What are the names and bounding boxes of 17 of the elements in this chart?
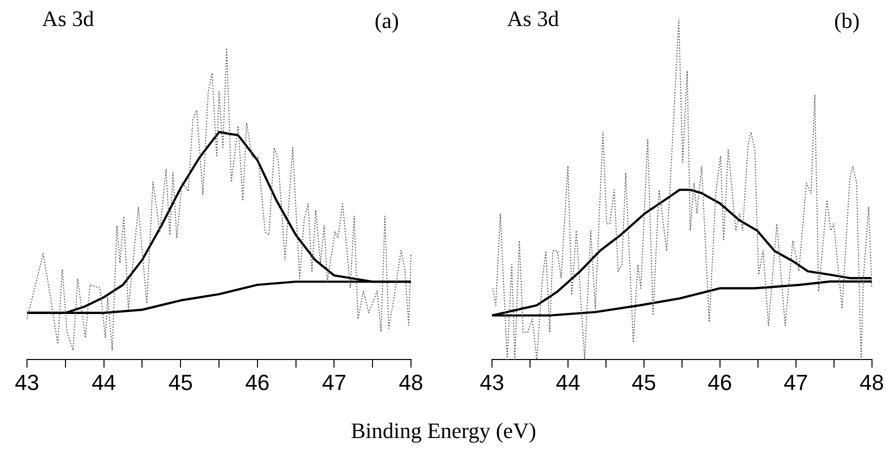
x-tick-label: 45	[168, 370, 193, 395]
x-tick-label: 44	[92, 370, 116, 395]
x-tick-label: 47	[784, 370, 808, 395]
x-tick-label: 46	[245, 370, 270, 395]
x-tick-label: 45	[632, 370, 656, 395]
annotation: (b)	[834, 8, 860, 33]
x-tick-label: 43	[480, 370, 504, 395]
x-axis-title: Binding Energy (eV)	[350, 418, 538, 444]
text: As 3d	[42, 6, 94, 31]
x-tick-label: 44	[556, 370, 580, 395]
x-tick-label: 48	[860, 370, 884, 395]
text: (a)	[374, 8, 399, 33]
x-tick-label: 47	[322, 370, 346, 395]
annotation: As 3d	[507, 6, 559, 31]
x-tick-label: 43	[14, 370, 40, 395]
x-tick-label: 48	[398, 370, 424, 395]
x-tick-label: 46	[708, 370, 732, 395]
